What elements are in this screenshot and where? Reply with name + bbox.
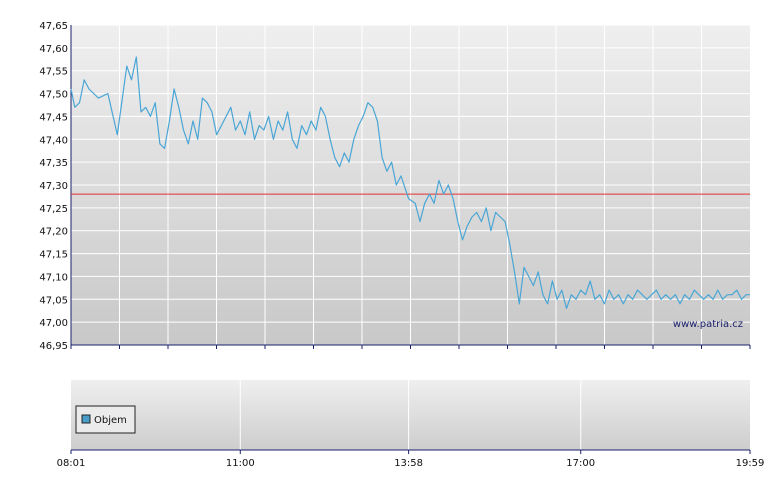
volume-plot-area: [71, 380, 750, 450]
y-tick-label: 47,10: [39, 272, 68, 283]
y-tick-label: 46,95: [39, 341, 68, 352]
price-series-line: [70, 56, 750, 309]
y-tick-label: 47,00: [39, 318, 68, 329]
y-tick-label: 47,15: [39, 250, 68, 261]
watermark-text: www.patria.cz: [673, 319, 743, 330]
legend-label: Objem: [94, 415, 127, 426]
price-y-tick-labels: 47,65 47,60 47,55 47,50 47,45 47,40 47,35 47,30…: [39, 21, 68, 352]
x-tick-label: 13:58: [394, 458, 423, 469]
price-x-tick-marks: [70, 345, 751, 349]
y-tick-label: 47,20: [39, 227, 68, 238]
y-tick-label: 47,45: [39, 112, 68, 123]
x-tick-label: 11:00: [226, 458, 255, 469]
price-series: [70, 56, 750, 309]
y-tick-label: 47,05: [39, 295, 68, 306]
y-tick-label: 47,55: [39, 67, 68, 78]
legend: Objem: [75, 405, 136, 434]
legend-swatch: [81, 414, 91, 424]
y-tick-label: 47,25: [39, 204, 68, 215]
price-panel: 47,65 47,60 47,55 47,50 47,45 47,40 47,35 47,30…: [39, 21, 751, 352]
x-tick-labels: 08:01 11:00 13:58 17:00 19:59: [57, 450, 765, 469]
volume-vertical-grid: [239, 380, 582, 450]
x-tick-label: 08:01: [57, 458, 86, 469]
y-tick-label: 47,40: [39, 135, 68, 146]
y-tick-label: 47,65: [39, 21, 68, 32]
x-tick-label: 17:00: [566, 458, 595, 469]
y-tick-label: 47,35: [39, 158, 68, 169]
y-tick-label: 47,30: [39, 181, 68, 192]
y-tick-label: 47,50: [39, 90, 68, 101]
y-tick-label: 47,60: [39, 44, 68, 55]
volume-panel: 08:01 11:00 13:58 17:00 19:59 Objem: [57, 380, 765, 469]
x-tick-label: 19:59: [736, 458, 765, 469]
